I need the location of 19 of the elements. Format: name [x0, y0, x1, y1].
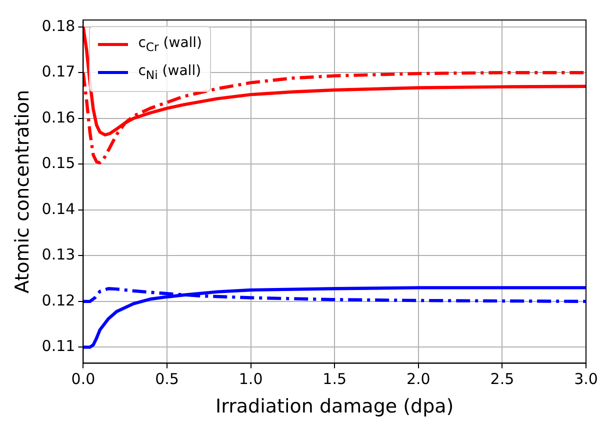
x-axis-title: Irradiation damage (dpa) — [216, 396, 454, 418]
x-tick-label: 3.0 — [574, 370, 598, 388]
legend-label: c$_{Ni}$ (wall) — [138, 62, 202, 84]
x-tick-label: 2.0 — [406, 370, 430, 388]
x-tick-label: 0.5 — [155, 370, 179, 388]
y-tick-label: 0.14 — [42, 200, 76, 218]
x-tick-label: 1.5 — [322, 370, 347, 388]
legend-label: c$_{Cr}$ (wall) — [138, 34, 202, 56]
y-axis-title: Atomic concentration — [11, 90, 34, 294]
y-tick-label: 0.16 — [42, 108, 76, 126]
x-tick-label: 1.0 — [238, 370, 263, 388]
x-tick-label: 2.5 — [490, 370, 514, 388]
y-tick-label: 0.15 — [42, 154, 76, 172]
y-tick-label: 0.18 — [42, 16, 76, 35]
y-tick-label: 0.13 — [42, 246, 76, 264]
y-tick-label: 0.11 — [42, 337, 76, 356]
y-tick-label: 0.12 — [42, 291, 76, 310]
y-tick-label: 0.17 — [42, 62, 76, 81]
x-tick-label: 0.0 — [71, 370, 96, 388]
